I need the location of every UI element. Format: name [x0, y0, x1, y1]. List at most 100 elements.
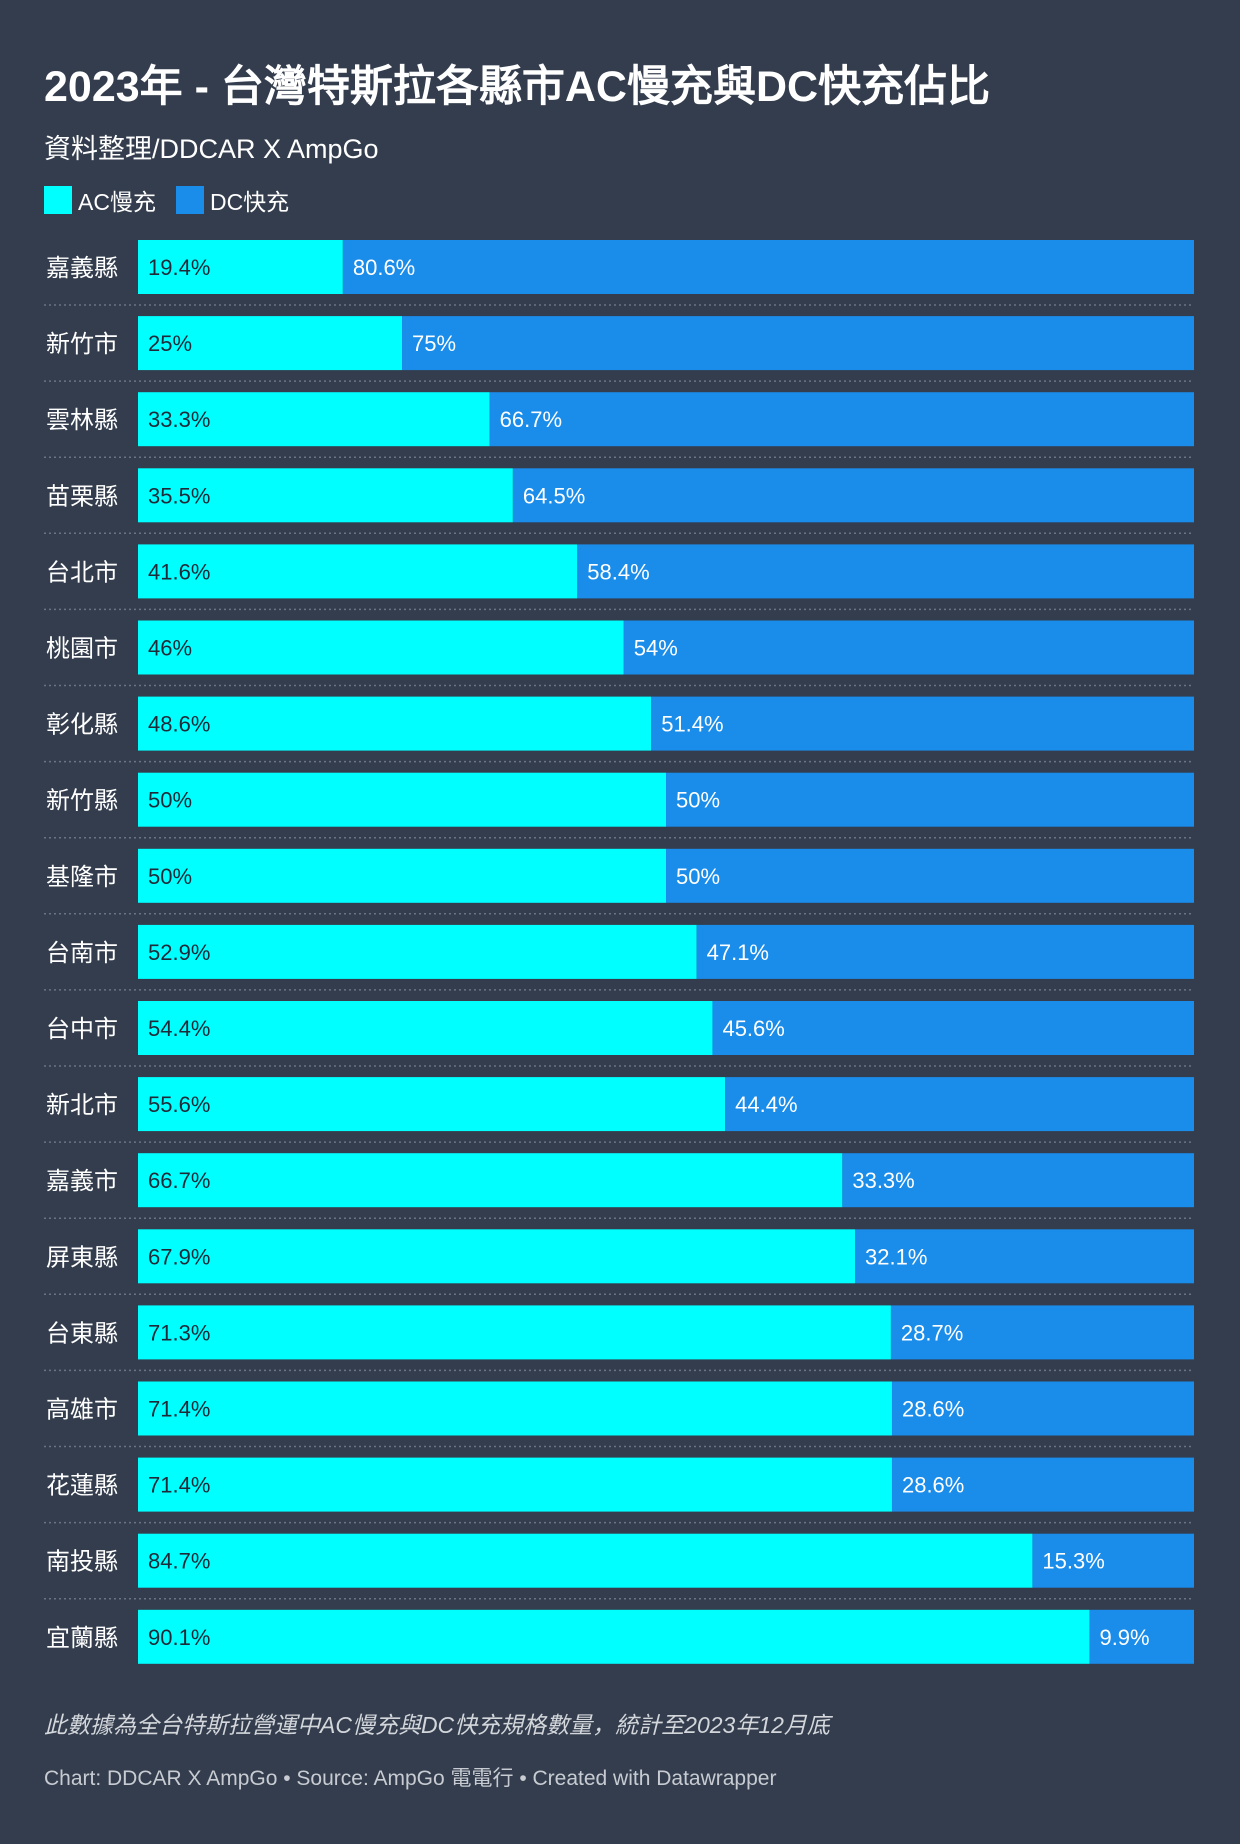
- data-label-ac: 54.4%: [148, 1016, 210, 1041]
- category-label: 桃園市: [46, 635, 118, 663]
- data-label-dc: 44.4%: [735, 1092, 797, 1117]
- bar-dc: [342, 240, 1194, 294]
- data-label-dc: 9.9%: [1099, 1625, 1149, 1650]
- category-label: 嘉義縣: [46, 254, 118, 282]
- bar-dc: [1089, 1609, 1194, 1664]
- data-label-ac: 33.3%: [148, 407, 210, 432]
- category-label: 彰化縣: [46, 711, 118, 739]
- data-label-ac: 71.4%: [148, 1397, 210, 1422]
- category-label: 嘉義市: [46, 1167, 118, 1195]
- data-label-dc: 28.6%: [902, 1397, 964, 1422]
- data-label-ac: 50%: [148, 788, 192, 813]
- category-label: 台南市: [46, 939, 118, 967]
- data-label-ac: 84.7%: [148, 1549, 210, 1574]
- bar-dc: [402, 316, 1194, 371]
- data-label-dc: 66.7%: [500, 407, 562, 432]
- bar-ac: [138, 1533, 1033, 1588]
- bar-dc: [725, 1077, 1194, 1132]
- data-label-ac: 19.4%: [148, 255, 210, 280]
- data-label-ac: 71.4%: [148, 1473, 210, 1498]
- bar-dc: [696, 924, 1194, 979]
- chart-footnote: 此數據為全台特斯拉營運中AC慢充與DC快充規格數量，統計至2023年12月底: [44, 1712, 830, 1738]
- bar-ac: [138, 544, 578, 599]
- data-label-ac: 90.1%: [148, 1625, 210, 1650]
- data-label-dc: 28.6%: [902, 1473, 964, 1498]
- bar-ac: [138, 1229, 856, 1284]
- data-label-ac: 66.7%: [148, 1168, 210, 1193]
- chart-subtitle: 資料整理/DDCAR X AmpGo: [44, 134, 379, 164]
- bar-ac: [138, 468, 513, 523]
- data-label-ac: 35.5%: [148, 483, 210, 508]
- data-label-ac: 25%: [148, 331, 192, 356]
- bar-ac: [138, 924, 697, 979]
- bar-dc: [891, 1457, 1194, 1512]
- data-label-ac: 55.6%: [148, 1092, 210, 1117]
- data-label-dc: 45.6%: [722, 1016, 784, 1041]
- category-label: 新竹縣: [46, 787, 118, 815]
- bar-dc: [512, 468, 1194, 523]
- data-label-dc: 50%: [676, 864, 720, 889]
- legend-item-dc: DC快充: [175, 183, 290, 217]
- data-label-dc: 33.3%: [852, 1168, 914, 1193]
- category-label: 台北市: [46, 558, 118, 586]
- bar-ac: [138, 696, 652, 751]
- category-label: 南投縣: [46, 1548, 118, 1576]
- data-label-dc: 47.1%: [707, 940, 769, 965]
- data-label-dc: 64.5%: [523, 483, 585, 508]
- bar-dc: [891, 1381, 1194, 1436]
- bar-dc: [666, 848, 1194, 903]
- data-label-dc: 54%: [634, 636, 678, 661]
- data-label-dc: 80.6%: [353, 255, 415, 280]
- bar-dc: [855, 1229, 1194, 1284]
- category-label: 宜蘭縣: [46, 1624, 118, 1652]
- data-label-dc: 58.4%: [587, 559, 649, 584]
- category-label: 高雄市: [46, 1396, 118, 1424]
- bar-ac: [138, 1077, 726, 1132]
- bar-dc: [1032, 1533, 1194, 1588]
- category-label: 新竹市: [46, 330, 118, 358]
- legend-item-ac: AC慢充: [44, 183, 156, 217]
- data-label-ac: 41.6%: [148, 559, 210, 584]
- category-label: 新北市: [46, 1091, 118, 1119]
- bar-ac: [138, 620, 624, 675]
- data-label-dc: 51.4%: [661, 712, 723, 737]
- category-label: 雲林縣: [46, 406, 118, 434]
- data-label-dc: 15.3%: [1042, 1549, 1104, 1574]
- category-label: 基隆市: [46, 863, 118, 891]
- bar-dc: [623, 620, 1194, 675]
- bar-ac: [138, 1609, 1090, 1664]
- chart-credits: Chart: DDCAR X AmpGo • Source: AmpGo 電電行…: [44, 1767, 777, 1790]
- bar-dc: [577, 544, 1194, 599]
- data-label-dc: 50%: [676, 788, 720, 813]
- bar-dc: [666, 772, 1194, 827]
- bar-dc: [489, 392, 1194, 447]
- data-label-dc: 28.7%: [901, 1320, 963, 1345]
- category-label: 台東縣: [46, 1319, 118, 1347]
- bar-ac: [138, 1001, 713, 1055]
- category-label: 苗栗縣: [46, 482, 118, 510]
- data-label-ac: 71.3%: [148, 1320, 210, 1345]
- data-label-ac: 67.9%: [148, 1244, 210, 1269]
- bar-ac: [138, 1381, 892, 1436]
- category-label: 屏東縣: [46, 1243, 118, 1271]
- legend-swatch-ac: [44, 186, 72, 214]
- data-label-ac: 52.9%: [148, 940, 210, 965]
- legend-label-dc: DC快充: [209, 189, 290, 215]
- chart-title: 2023年 - 台灣特斯拉各縣市AC慢充與DC快充佔比: [44, 63, 991, 111]
- data-label-dc: 75%: [412, 331, 456, 356]
- bar-ac: [138, 1457, 892, 1512]
- category-label: 台中市: [46, 1015, 118, 1043]
- data-label-ac: 48.6%: [148, 712, 210, 737]
- bar-dc: [890, 1305, 1194, 1360]
- bar-dc: [842, 1153, 1194, 1208]
- legend-label-ac: AC慢充: [78, 189, 156, 215]
- bar-ac: [138, 772, 666, 827]
- category-label: 花蓮縣: [46, 1472, 118, 1500]
- bar-dc: [712, 1001, 1194, 1055]
- data-label-ac: 46%: [148, 636, 192, 661]
- bar-ac: [138, 848, 666, 903]
- bar-ac: [138, 1305, 891, 1360]
- bar-ac: [138, 1153, 843, 1208]
